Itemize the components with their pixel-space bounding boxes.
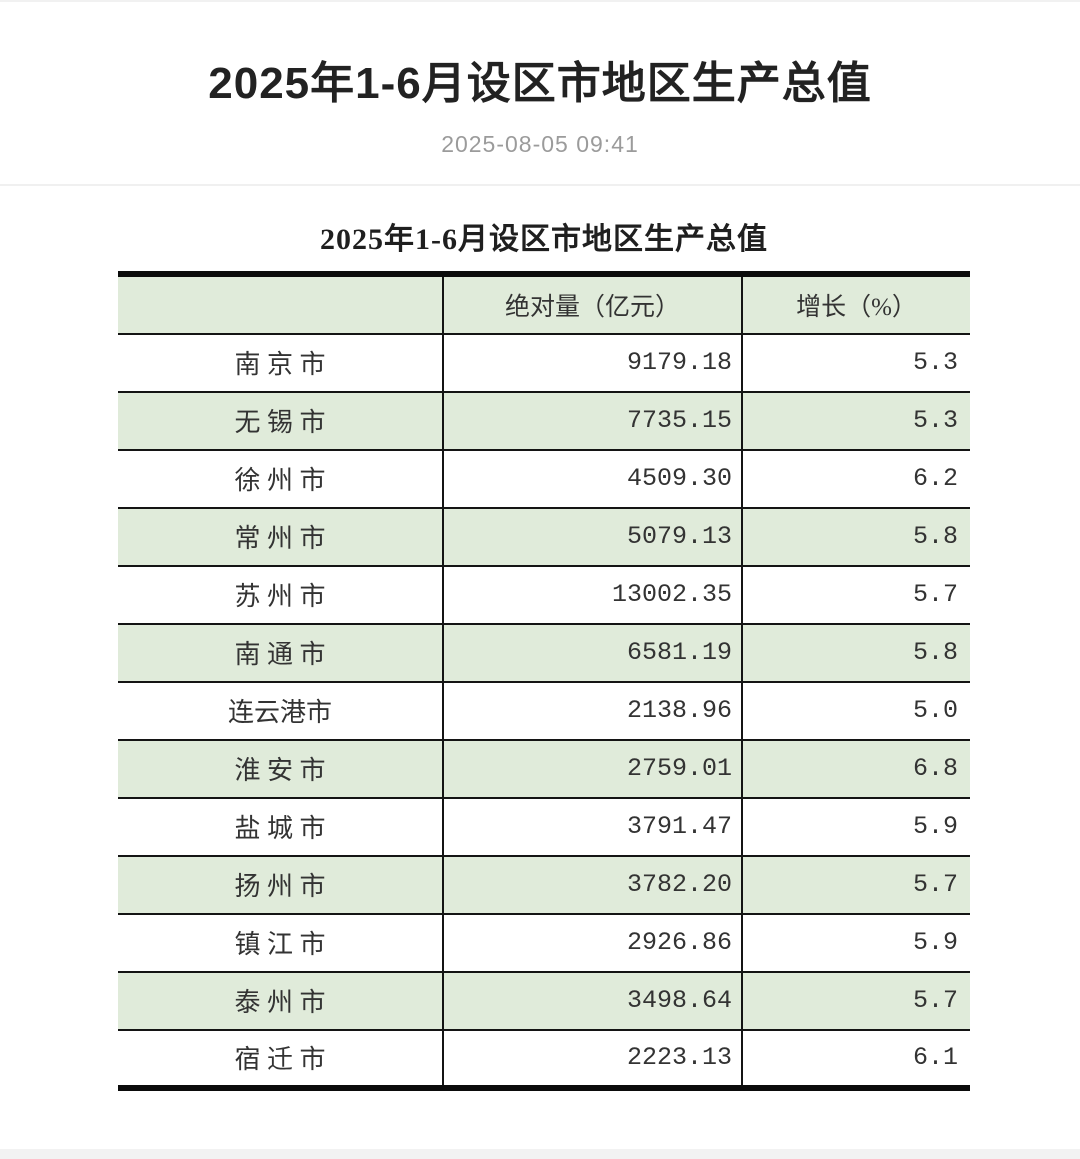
table-body: 南 京 市 9179.18 5.3 无 锡 市 7735.15 5.3 徐 州 市 4509.…	[118, 332, 970, 1089]
cell-city: 连云港市	[118, 680, 444, 741]
top-divider	[0, 0, 1080, 2]
cell-growth: 5.7	[742, 564, 970, 625]
cell-growth: 5.7	[742, 970, 970, 1031]
cell-city: 镇 江 市	[118, 912, 444, 973]
table-row: 常 州 市 5079.13 5.8	[118, 506, 970, 567]
page-title: 2025年1-6月设区市地区生产总值	[208, 59, 872, 108]
table-row: 南 京 市 9179.18 5.3	[118, 332, 970, 393]
table-section: 2025年1-6月设区市地区生产总值 绝对量（亿元） 增长（%） 南 京 市 91…	[118, 214, 970, 1091]
cell-city: 常 州 市	[118, 506, 444, 567]
table-header-row: 绝对量（亿元） 增长（%）	[118, 272, 970, 335]
header-cell-value: 绝对量（亿元）	[443, 272, 743, 335]
cell-city: 南 通 市	[118, 622, 444, 683]
cell-city: 苏 州 市	[118, 564, 444, 625]
cell-value: 9179.18	[443, 332, 743, 393]
cell-value: 3498.64	[443, 970, 743, 1031]
cell-city: 淮 安 市	[118, 738, 444, 799]
cell-growth: 5.8	[742, 506, 970, 567]
cell-growth: 5.7	[742, 854, 970, 915]
cell-growth: 5.8	[742, 622, 970, 683]
cell-growth: 5.9	[742, 912, 970, 973]
cell-value: 4509.30	[443, 448, 743, 509]
header-cell-growth: 增长（%）	[742, 272, 970, 335]
cell-growth: 6.8	[742, 738, 970, 799]
cell-value: 5079.13	[443, 506, 743, 567]
table-row: 泰 州 市 3498.64 5.7	[118, 970, 970, 1031]
gdp-table: 绝对量（亿元） 增长（%） 南 京 市 9179.18 5.3 无 锡 市 7735.1…	[118, 270, 970, 1091]
cell-city: 宿 迁 市	[118, 1028, 444, 1089]
cell-city: 扬 州 市	[118, 854, 444, 915]
cell-growth: 5.0	[742, 680, 970, 741]
cell-growth: 6.1	[742, 1028, 970, 1089]
table-row: 连云港市 2138.96 5.0	[118, 680, 970, 741]
table-row: 徐 州 市 4509.30 6.2	[118, 448, 970, 509]
cell-growth: 5.3	[742, 332, 970, 393]
table-row: 扬 州 市 3782.20 5.7	[118, 854, 970, 915]
bottom-strip	[0, 1149, 1080, 1159]
cell-value: 6581.19	[443, 622, 743, 683]
cell-city: 徐 州 市	[118, 448, 444, 509]
cell-city: 泰 州 市	[118, 970, 444, 1031]
cell-city: 盐 城 市	[118, 796, 444, 857]
cell-value: 2223.13	[443, 1028, 743, 1089]
cell-value: 3791.47	[443, 796, 743, 857]
table-row: 镇 江 市 2926.86 5.9	[118, 912, 970, 973]
table-row: 淮 安 市 2759.01 6.8	[118, 738, 970, 799]
table-row: 南 通 市 6581.19 5.8	[118, 622, 970, 683]
table-row: 苏 州 市 13002.35 5.7	[118, 564, 970, 625]
table-title: 2025年1-6月设区市地区生产总值	[320, 222, 768, 256]
table-row: 盐 城 市 3791.47 5.9	[118, 796, 970, 857]
publish-time: 2025-08-05 09:41	[441, 130, 639, 157]
cell-value: 13002.35	[443, 564, 743, 625]
table-row: 宿 迁 市 2223.13 6.1	[118, 1028, 970, 1089]
header-divider	[0, 183, 1080, 186]
page-header: 2025年1-6月设区市地区生产总值 2025-08-05 09:41	[0, 0, 1080, 158]
cell-growth: 5.3	[742, 390, 970, 451]
cell-value: 2759.01	[443, 738, 743, 799]
cell-value: 3782.20	[443, 854, 743, 915]
cell-value: 7735.15	[443, 390, 743, 451]
cell-city: 无 锡 市	[118, 390, 444, 451]
table-row: 无 锡 市 7735.15 5.3	[118, 390, 970, 451]
cell-value: 2138.96	[443, 680, 743, 741]
cell-city: 南 京 市	[118, 332, 444, 393]
cell-growth: 6.2	[742, 448, 970, 509]
header-cell-city	[118, 272, 444, 335]
cell-growth: 5.9	[742, 796, 970, 857]
cell-value: 2926.86	[443, 912, 743, 973]
